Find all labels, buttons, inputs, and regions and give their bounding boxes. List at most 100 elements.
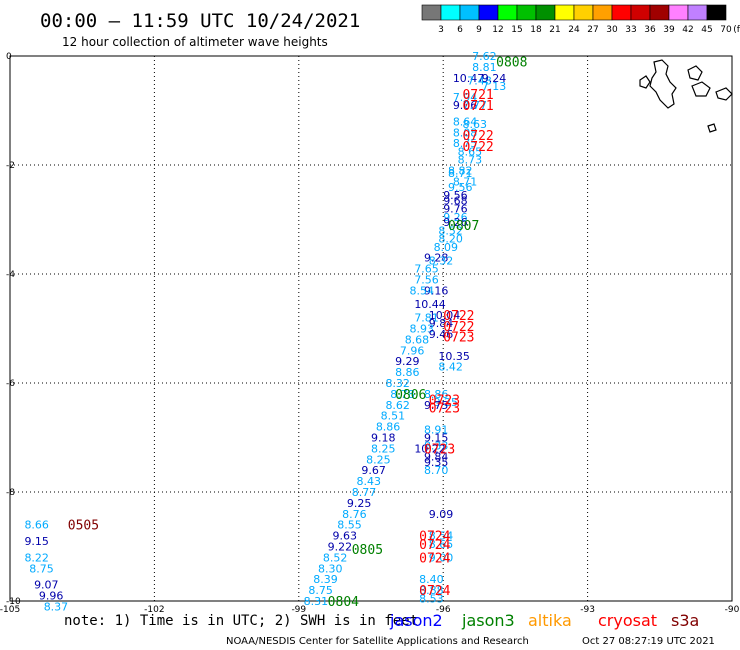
time-label: 0721	[462, 99, 493, 114]
wave-height-label: 9.29	[395, 355, 420, 368]
wave-height-label: 8.75	[29, 562, 54, 575]
wave-height-label: 8.70	[424, 464, 449, 477]
legend-jason3: jason3	[461, 611, 515, 630]
colorbar-label: 33	[625, 25, 636, 35]
colorbar-swatch	[554, 4, 575, 21]
grid	[10, 56, 732, 601]
wave-height-label: 7.65	[414, 263, 439, 276]
wave-height-label: 8.40	[419, 573, 444, 586]
wave-height-label: 8.33	[424, 440, 449, 453]
y-tick-label: -8	[6, 488, 15, 498]
time-label: 0722	[462, 129, 493, 144]
colorbar-label: (ft)	[733, 25, 740, 35]
time-label: 0723	[429, 393, 460, 408]
colorbar-swatch	[535, 4, 556, 21]
wave-height-label: 10.35	[438, 350, 470, 363]
wave-height-label: 8.39	[313, 573, 338, 586]
time-label: 0724	[419, 584, 450, 599]
wave-height-label: 9.56	[448, 181, 473, 194]
wave-height-label: 8.37	[44, 600, 68, 613]
wave-height-label: 9.84	[424, 451, 449, 464]
colorbar-swatch	[459, 4, 480, 21]
wave-height-label: 8.86	[424, 388, 449, 401]
wave-height-label: 9.56	[443, 189, 468, 202]
wave-height-label: 8.64	[453, 115, 478, 128]
colorbar-label: 18	[530, 25, 542, 35]
wave-height-label: 8.42	[438, 361, 463, 374]
wave-height-label: 8.75	[453, 137, 478, 150]
colorbar-label: 45	[701, 25, 712, 35]
wave-height-label: 9.67	[361, 464, 386, 477]
colorbar-label: 24	[568, 25, 580, 35]
wave-height-label: 9.07	[34, 579, 59, 592]
time-label: 0722	[462, 140, 493, 155]
wave-height-label: 8.32	[385, 377, 410, 390]
wave-height-label: 8.31	[304, 595, 329, 608]
wave-height-label: 8.93	[410, 323, 435, 336]
wave-height-label: 9.68	[443, 194, 468, 207]
footer-credit: NOAA/NESDIS Center for Satellite Applica…	[226, 636, 529, 647]
wave-height-label: 9.26	[443, 211, 468, 224]
wave-height-label: 8.86	[376, 421, 401, 434]
colorbar-label: 70	[720, 25, 732, 35]
wave-height-label: 8.22	[24, 551, 49, 564]
colorbar-swatch	[611, 4, 632, 21]
wave-height-label: 9.63	[332, 530, 357, 543]
wave-height-label: 7.48	[467, 75, 492, 88]
x-tick-label: -102	[144, 605, 164, 615]
wave-height-label: 8.66	[24, 519, 49, 532]
wave-height-label: 8.43	[357, 475, 382, 488]
colorbar-label: 15	[511, 25, 522, 35]
time-label: 0805	[352, 543, 383, 558]
wave-height-label: 9.84	[429, 317, 454, 330]
colorbar-swatch	[421, 4, 442, 21]
colorbar-label: 36	[644, 25, 656, 35]
time-label: 0721	[462, 88, 493, 103]
wave-height-label: 8.53	[419, 592, 444, 605]
time-label: 0505	[68, 519, 99, 534]
wave-height-label: 9.00	[429, 551, 454, 564]
time-label: 0806	[395, 388, 426, 403]
colorbar-swatch	[649, 4, 670, 21]
wave-height-label: 9.22	[328, 541, 353, 554]
wave-height-label: 10.47	[453, 72, 485, 85]
wave-height-label: 8.08	[453, 126, 478, 139]
colorbar-label: 9	[476, 25, 482, 35]
wave-height-label: 7.94	[453, 91, 478, 104]
wave-height-label: 9.28	[424, 252, 449, 265]
wave-height-label: 8.65	[429, 538, 454, 551]
wave-height-label: 10.44	[414, 298, 446, 311]
wave-height-label: 8.65	[458, 145, 483, 158]
axis-labels: -105 -102 -99 -96 -93 -90 0 -2 -4 -6 -8 -10	[0, 52, 740, 615]
colorbar-label: 42	[682, 25, 693, 35]
time-label: 0723	[424, 442, 455, 457]
colorbar-swatch	[497, 4, 518, 21]
colorbar-label: 30	[606, 25, 618, 35]
wave-height-label: 8.09	[434, 241, 459, 254]
time-label: 0722	[443, 320, 474, 335]
island-san-cristobal	[715, 87, 733, 101]
wave-height-label: 8.75	[308, 584, 333, 597]
wave-height-label: 8.71	[453, 175, 478, 188]
x-tick-label: -90	[725, 605, 740, 615]
wave-height-label: 9.15	[24, 535, 49, 548]
colorbar-label: 12	[492, 25, 503, 35]
time-label: 0807	[448, 219, 479, 234]
wave-height-label: 9.35	[424, 456, 449, 469]
wave-height-label: 8.51	[381, 410, 406, 423]
island-santa-cruz	[691, 81, 711, 97]
wave-height-label: 9.25	[434, 396, 459, 409]
y-tick-label: -10	[6, 597, 21, 607]
wave-height-label: 9.06	[453, 99, 478, 112]
colorbar-label: 27	[587, 25, 598, 35]
y-tick-label: -4	[6, 270, 15, 280]
y-tick-label: -2	[6, 161, 15, 171]
chart-title: 00:00 — 11:59 UTC 10/24/2021	[40, 10, 360, 32]
x-tick-label: -93	[580, 605, 595, 615]
colorbar-swatch	[440, 4, 461, 21]
colorbar-swatch	[592, 4, 613, 21]
wave-height-label: 8.71	[448, 167, 473, 180]
legend: jason2 jason3 altika cryosat s3a	[389, 611, 699, 630]
island-fernandina	[639, 75, 651, 89]
